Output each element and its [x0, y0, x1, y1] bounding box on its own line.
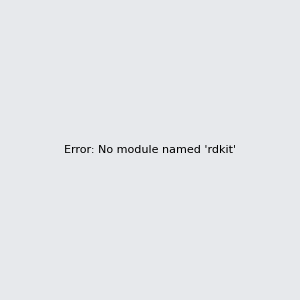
- Text: Error: No module named 'rdkit': Error: No module named 'rdkit': [64, 145, 236, 155]
